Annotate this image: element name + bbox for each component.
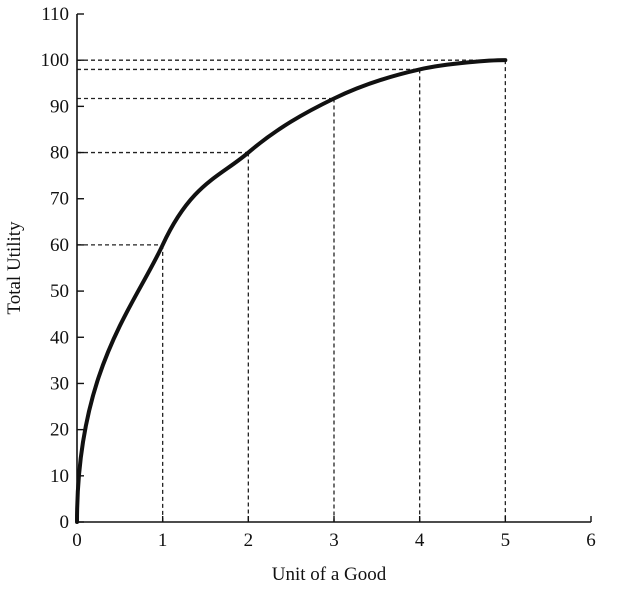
- x-tick-label: 1: [158, 530, 168, 551]
- x-axis-title: Unit of a Good: [272, 564, 387, 585]
- y-tick-label: 90: [50, 96, 69, 117]
- y-tick-label: 40: [50, 327, 69, 348]
- dashed-guide-lines: [77, 59, 506, 522]
- y-tick-label: 20: [50, 420, 69, 441]
- x-tick-label: 2: [244, 530, 254, 551]
- y-tick-label: 70: [50, 189, 69, 210]
- y-axis-title: Total Utility: [4, 221, 25, 315]
- x-tick-label: 5: [501, 530, 511, 551]
- y-tick-label: 100: [41, 50, 70, 71]
- y-tick-label: 50: [50, 281, 69, 302]
- x-tick-label: 6: [586, 530, 596, 551]
- y-tick-label: 110: [41, 4, 69, 25]
- y-tick-label: 60: [50, 235, 69, 256]
- y-axis-ticks: 0 10 20 30 40 50 60 70 80 90 100 110: [41, 4, 84, 533]
- x-tick-label: 4: [415, 530, 425, 551]
- x-tick-label: 3: [329, 530, 339, 551]
- y-tick-label: 30: [50, 373, 69, 394]
- total-utility-curve: [75, 58, 508, 524]
- y-tick-label: 10: [50, 466, 69, 487]
- curve-layer: [75, 58, 508, 524]
- y-tick-label: 80: [50, 143, 69, 164]
- x-axis-ticks: 0 1 2 3 4 5 6: [72, 516, 596, 551]
- y-tick-label: 0: [60, 512, 70, 533]
- x-tick-label: 0: [72, 530, 82, 551]
